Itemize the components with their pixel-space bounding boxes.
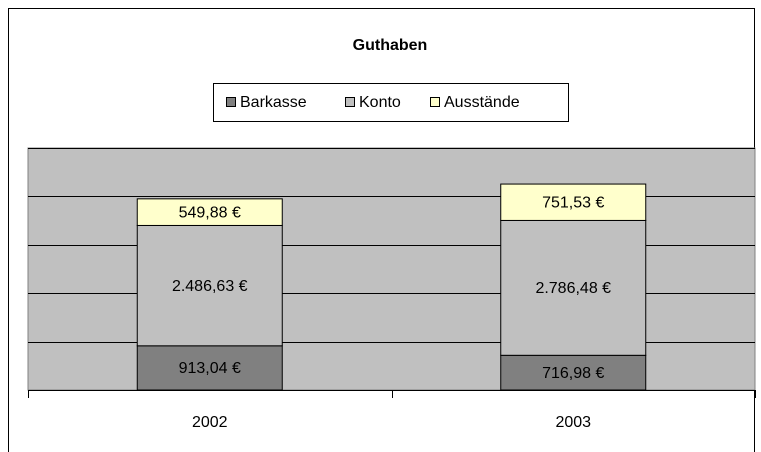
legend-label: Barkasse [240,94,307,111]
bar-segment [136,198,283,226]
data-label: 2.486,63 € [172,278,248,295]
x-tick-label: 2003 [555,414,591,431]
data-label: 2.786,48 € [535,280,611,297]
chart-title: Guthaben [353,37,428,54]
legend-swatch [226,97,236,107]
bar-segment [500,183,647,221]
legend-label: Konto [359,94,401,111]
bar-segment [500,354,647,391]
data-label: 716,98 € [542,365,604,382]
bar-segment [500,219,647,356]
legend-swatch [430,97,440,107]
legend-label: Ausstände [444,94,520,111]
legend-swatch [345,97,355,107]
bar-segment [136,345,283,391]
x-tick-label: 2002 [192,414,228,431]
bar-segment [136,224,283,347]
data-label: 751,53 € [542,194,604,211]
data-label: 549,88 € [179,204,241,221]
data-label: 913,04 € [179,360,241,377]
legend-box [213,83,569,122]
